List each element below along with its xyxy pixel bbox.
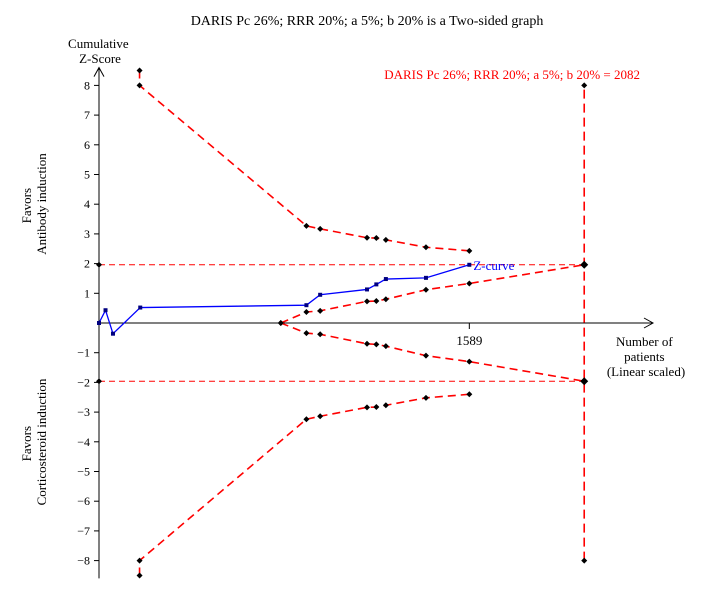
boundary-point <box>373 341 380 348</box>
y-axis-label-line-2: Z-Score <box>79 51 121 66</box>
z-curve-point <box>103 308 108 313</box>
boundary-point <box>466 280 473 287</box>
conventional-boundary-marker <box>96 261 102 268</box>
plot-area: 8 7 6 5 4 3 2 1 −1 −2 −3 −4 −5 −6 −7 −8 1589 Z-curve <box>77 66 655 579</box>
y-tick-label: −4 <box>77 435 90 449</box>
y-axis-label-line-1: Cumulative <box>68 36 129 51</box>
favor-bottom-line-1: Favors <box>19 426 34 461</box>
z-curve-point <box>97 321 101 325</box>
z-curve-label: Z-curve <box>473 258 514 273</box>
boundary-point <box>382 236 389 243</box>
boundary-point <box>303 222 310 229</box>
boundary-point <box>317 331 324 338</box>
y-tick-label: −7 <box>77 524 90 538</box>
x-axis-arrow <box>643 317 655 329</box>
boundary-point <box>382 343 389 350</box>
boundary-point <box>422 286 429 293</box>
x-tick-label: 1589 <box>456 333 482 348</box>
y-tick-label: −1 <box>77 346 90 360</box>
y-tick-label: 6 <box>84 138 90 152</box>
boundary-point <box>373 235 380 242</box>
x-axis-label: Number of patients (Linear scaled) <box>607 334 685 379</box>
y-tick-label: 7 <box>84 108 90 122</box>
z-curve-point <box>423 275 428 280</box>
x-axis-label-line-3: (Linear scaled) <box>607 364 685 379</box>
y-tick-label: −3 <box>77 405 90 419</box>
y-axis-arrow <box>93 66 105 77</box>
boundary-point <box>136 572 143 579</box>
favor-top-line-2: Antibody induction <box>34 153 49 255</box>
boundary-point <box>422 352 429 359</box>
boundary-point <box>373 404 380 411</box>
z-curve-point <box>304 303 309 308</box>
boundary-point <box>317 413 324 420</box>
boundary-point <box>373 298 380 305</box>
boundary-point <box>277 320 284 326</box>
boundary-point <box>303 416 310 423</box>
boundary-point <box>382 402 389 409</box>
boundary-point <box>136 67 143 74</box>
z-curve-point <box>138 305 143 310</box>
boundary-point <box>466 391 473 398</box>
y-tick-label: 1 <box>84 286 90 300</box>
boundary-point <box>303 309 310 316</box>
boundary-point <box>364 340 371 347</box>
boundary-line <box>280 322 585 383</box>
z-curve-point <box>365 287 370 292</box>
z-curve-point <box>318 292 323 297</box>
boundary-point <box>422 394 429 401</box>
favor-top-line-1: Favors <box>19 188 34 223</box>
y-tick-label: 4 <box>84 197 90 211</box>
boundary-line <box>138 393 470 576</box>
boundary-point <box>382 296 389 303</box>
z-curve-point <box>110 331 115 336</box>
ris-crossing-marker <box>580 260 589 269</box>
y-tick-label: 5 <box>84 168 90 182</box>
ris-crossing-marker <box>580 377 589 386</box>
z-curve-point <box>374 282 379 287</box>
x-axis-label-line-2: patients <box>624 349 664 364</box>
boundary-point <box>136 557 143 564</box>
favor-bottom-label: Favors Corticosteroid induction <box>19 378 49 505</box>
boundary-point <box>364 298 371 305</box>
favor-bottom-line-2: Corticosteroid induction <box>34 378 49 505</box>
chart-title: DARIS Pc 26%; RRR 20%; a 5%; b 20% is a … <box>191 14 544 29</box>
z-curve-point <box>467 262 472 267</box>
z-curve-point <box>383 277 388 282</box>
boundary-point <box>466 358 473 365</box>
y-tick-label: 2 <box>84 257 90 271</box>
y-tick-label: −6 <box>77 494 90 508</box>
boundary-point <box>317 307 324 314</box>
boundary-point <box>317 225 324 232</box>
ris-endpoint-marker <box>581 82 588 89</box>
y-tick-label: 3 <box>84 227 90 241</box>
boundary-point <box>422 244 429 251</box>
boundary-point <box>303 330 310 337</box>
conventional-boundary-marker <box>96 378 102 385</box>
boundary-point <box>364 404 371 411</box>
boundary-line <box>138 70 470 252</box>
ris-endpoint-marker <box>581 557 588 564</box>
y-tick-label: −5 <box>77 465 90 479</box>
favor-top-label: Favors Antibody induction <box>19 153 49 255</box>
y-tick-label: −8 <box>77 554 90 568</box>
y-tick-label: 8 <box>84 78 90 92</box>
boundary-point <box>466 247 473 254</box>
ris-label: DARIS Pc 26%; RRR 20%; a 5%; b 20% = 208… <box>384 67 640 82</box>
y-axis-label: Cumulative Z-Score <box>68 36 132 66</box>
boundary-point <box>364 234 371 241</box>
boundary-point <box>136 82 143 89</box>
y-tick-label: −2 <box>77 375 90 389</box>
x-axis-label-line-1: Number of <box>616 334 673 349</box>
